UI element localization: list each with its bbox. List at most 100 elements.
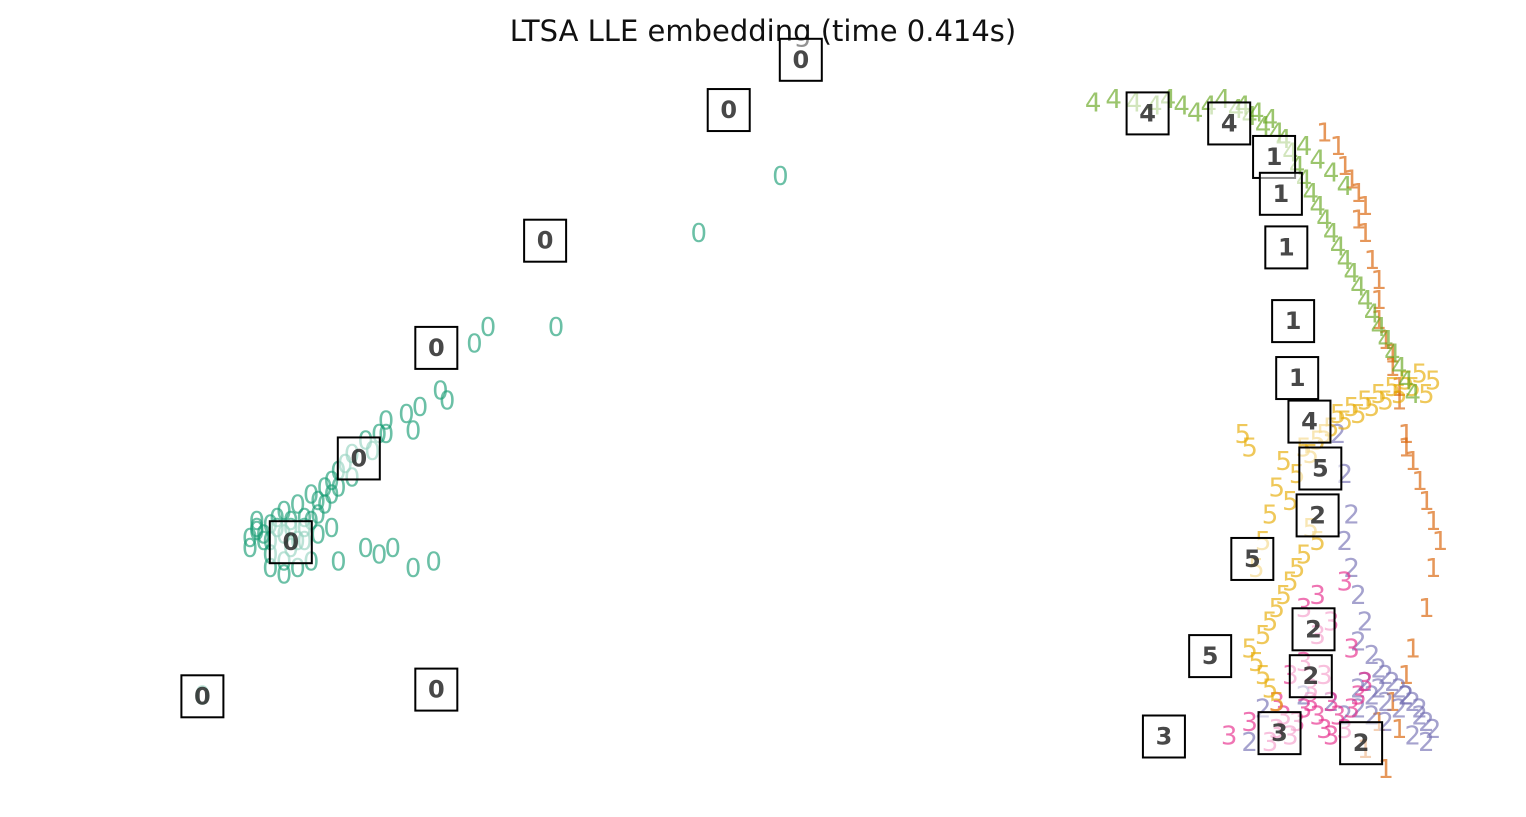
thumbnail-box: 0: [336, 436, 381, 481]
thumbnail-box: 4: [1125, 91, 1170, 136]
data-point-digit-1: 1: [1418, 487, 1435, 517]
data-point-digit-4: 4: [1323, 159, 1340, 189]
data-point-digit-0: 0: [330, 474, 347, 504]
data-point-digit-1: 1: [1425, 554, 1442, 584]
data-point-digit-0: 0: [378, 407, 395, 437]
thumbnail-box: 0: [414, 325, 459, 370]
thumbnail-digit-4: 4: [1301, 408, 1318, 436]
data-point-digit-0: 0: [378, 420, 395, 450]
data-point-digit-4: 4: [1316, 206, 1333, 236]
data-point-digit-1: 1: [1405, 447, 1422, 477]
data-point-digit-4: 4: [1173, 92, 1190, 122]
data-point-digit-0: 0: [548, 313, 565, 343]
data-point-digit-2: 2: [1405, 722, 1422, 752]
data-point-digit-2: 2: [1357, 608, 1374, 638]
thumbnail-digit-2: 2: [1305, 615, 1322, 643]
thumbnail-frame: [778, 37, 823, 82]
data-point-digit-5: 5: [1357, 387, 1374, 417]
data-point-digit-3: 3: [1309, 701, 1326, 731]
thumbnail-frame: [1339, 721, 1384, 766]
thumbnail-digit-0: 0: [792, 46, 809, 74]
thumbnail-frame: [1257, 711, 1302, 756]
data-point-digit-0: 0: [310, 500, 327, 530]
data-point-digit-2: 2: [1350, 695, 1367, 725]
data-point-digit-4: 4: [1187, 98, 1204, 128]
thumbnail-digit-0: 0: [428, 334, 445, 362]
data-point-digit-5: 5: [1411, 360, 1428, 390]
data-point-digit-5: 5: [1262, 500, 1279, 530]
data-point-digit-5: 5: [1282, 567, 1299, 597]
data-point-digit-4: 4: [1296, 132, 1313, 162]
thumbnail-box: 0: [706, 88, 751, 133]
data-point-digit-1: 1: [1357, 219, 1374, 249]
thumbnail-frame: [180, 674, 225, 719]
data-point-digit-4: 4: [1303, 179, 1320, 209]
data-point-digit-5: 5: [1275, 447, 1292, 477]
data-point-digit-0: 0: [371, 541, 388, 571]
thumbnail-digit-2: 2: [1302, 662, 1319, 690]
data-point-digit-4: 4: [1323, 219, 1340, 249]
thumbnail-box: 4: [1207, 101, 1252, 146]
thumbnail-box: 0: [268, 520, 313, 565]
data-point-digit-1: 1: [1337, 152, 1354, 182]
data-point-digit-5: 5: [1391, 380, 1408, 410]
data-point-digit-0: 0: [323, 514, 340, 544]
data-point-digit-0: 0: [398, 400, 415, 430]
data-point-digit-3: 3: [1337, 567, 1354, 597]
data-point-digit-2: 2: [1418, 728, 1435, 758]
thumbnail-frame: [523, 218, 568, 263]
data-point-digit-1: 1: [1425, 507, 1442, 537]
data-point-digit-5: 5: [1269, 594, 1286, 624]
data-point-digit-1: 1: [1411, 467, 1428, 497]
data-point-digit-4: 4: [1377, 326, 1394, 356]
data-point-digit-1: 1: [1330, 132, 1347, 162]
data-point-digit-3: 3: [1309, 581, 1326, 611]
data-point-digit-4: 4: [1255, 112, 1272, 142]
data-point-digit-0: 0: [357, 534, 374, 564]
data-point-digit-5: 5: [1255, 661, 1272, 691]
thumbnail-box: 1: [1275, 356, 1320, 401]
data-point-digit-3: 3: [1357, 668, 1374, 698]
data-point-digit-2: 2: [1418, 708, 1435, 738]
data-point-digit-1: 1: [1350, 206, 1367, 236]
data-point-digit-2: 2: [1371, 655, 1388, 685]
data-point-digit-2: 2: [1398, 681, 1415, 711]
data-point-digit-5: 5: [1275, 581, 1292, 611]
data-point-digit-4: 4: [1248, 98, 1265, 128]
data-point-digit-1: 1: [1316, 119, 1333, 149]
thumbnail-box: 0: [778, 37, 823, 82]
data-point-digit-0: 0: [412, 393, 429, 423]
thumbnail-frame: [1230, 536, 1275, 581]
data-point-digit-4: 4: [1337, 172, 1354, 202]
data-point-digit-0: 0: [255, 527, 272, 557]
data-point-digit-3: 3: [1221, 722, 1238, 752]
data-point-digit-5: 5: [1377, 387, 1394, 417]
thumbnail-digit-2: 2: [1309, 501, 1326, 529]
thumbnail-digit-1: 1: [1266, 143, 1283, 171]
data-point-digit-1: 1: [1398, 420, 1415, 450]
thumbnail-digit-0: 0: [537, 227, 554, 255]
data-point-digit-4: 4: [1391, 353, 1408, 383]
data-point-digit-1: 1: [1398, 433, 1415, 463]
thumbnail-digit-1: 1: [1273, 180, 1290, 208]
data-point-digit-5: 5: [1255, 621, 1272, 651]
data-point-digit-5: 5: [1241, 433, 1258, 463]
data-point-digit-2: 2: [1398, 681, 1415, 711]
data-point-digit-1: 1: [1371, 286, 1388, 316]
data-point-digit-0: 0: [249, 507, 266, 537]
chart-title: LTSA LLE embedding (time 0.414s): [509, 14, 1017, 48]
data-point-digit-0: 0: [310, 521, 327, 551]
data-point-digit-1: 1: [1371, 306, 1388, 336]
data-point-digit-2: 2: [1350, 628, 1367, 658]
data-point-digit-4: 4: [1364, 299, 1381, 329]
data-point-digit-5: 5: [1296, 541, 1313, 571]
data-point-digit-1: 1: [1377, 326, 1394, 356]
thumbnail-frame: [414, 325, 459, 370]
data-point-digit-4: 4: [1398, 366, 1415, 396]
data-point-digit-1: 1: [1364, 246, 1381, 276]
data-point-digit-5: 5: [1425, 366, 1442, 396]
thumbnail-digit-0: 0: [350, 444, 367, 472]
data-point-digit-0: 0: [466, 330, 483, 360]
data-point-digit-1: 1: [1384, 688, 1401, 718]
